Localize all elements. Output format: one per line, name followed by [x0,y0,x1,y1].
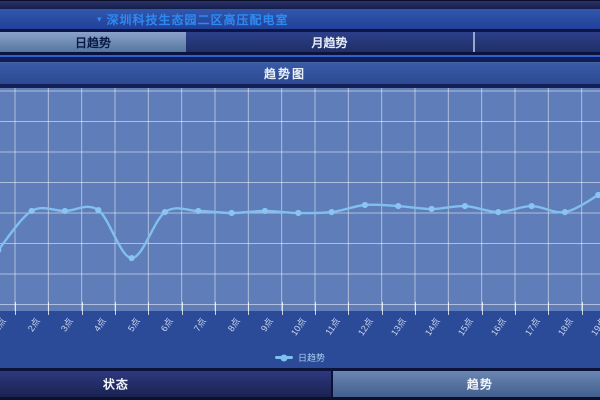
trend-chart-plot-area[interactable] [0,88,600,311]
x-axis-tick [581,302,583,315]
separator [0,57,600,62]
tab-empty[interactable] [475,32,600,52]
x-axis-tick [514,302,516,315]
caret-down-icon[interactable]: ▾ [97,13,102,24]
separator [0,52,600,55]
tab-daily-trend[interactable]: 日趋势 [0,32,186,52]
legend-label: 日趋势 [297,353,325,363]
x-axis-and-legend-area: 1点 2点 3点 4点 5点 6点 7点 8点 9点 10点 11点 12点 13点 14点 15点 16点 1… [0,302,600,368]
x-axis-tick [448,302,450,315]
top-edge-bar [0,0,600,9]
station-title-bar: ▾ 深圳科技生态园二区高压配电室 [0,9,600,29]
separator [0,368,600,371]
bottom-edge-bar [0,397,600,400]
x-axis-tick [214,302,216,315]
chart-panel-header: 趋势图 [0,62,600,84]
blue-rule [0,55,600,57]
separator [0,84,600,88]
x-axis-tick [481,302,483,315]
chart-panel-title: 趋势图 [263,67,306,81]
legend-dot-icon [280,354,288,361]
x-axis-tick [181,302,183,315]
x-axis-tick [114,302,116,315]
status-button[interactable]: 状态 [0,371,333,397]
x-axis-tick [548,302,550,315]
x-axis-tick [81,302,83,315]
bottom-nav-bar: 状态 趋势 [0,371,600,397]
trend-button[interactable]: 趋势 [333,371,600,397]
x-axis-tick [348,302,350,315]
x-axis-tick [148,302,150,315]
chart-legend[interactable]: 日趋势 [0,351,600,364]
tab-monthly-trend[interactable]: 月趋势 [186,32,475,52]
x-axis-tick [414,302,416,315]
x-axis-tick [15,302,16,315]
trend-line-chart [0,88,600,311]
status-button-label: 状态 [102,377,129,392]
x-axis-tick [248,302,250,315]
trend-button-label: 趋势 [466,377,493,392]
x-axis-tick [381,302,383,315]
line-series-legend-icon [274,354,293,361]
separator [0,29,600,32]
station-title[interactable]: 深圳科技生态园二区高压配电室 [106,12,289,27]
x-axis-tick [281,302,283,315]
x-axis-tick [314,302,316,315]
x-axis-tick [48,302,50,315]
trend-tab-bar: 日趋势 月趋势 [0,32,600,52]
